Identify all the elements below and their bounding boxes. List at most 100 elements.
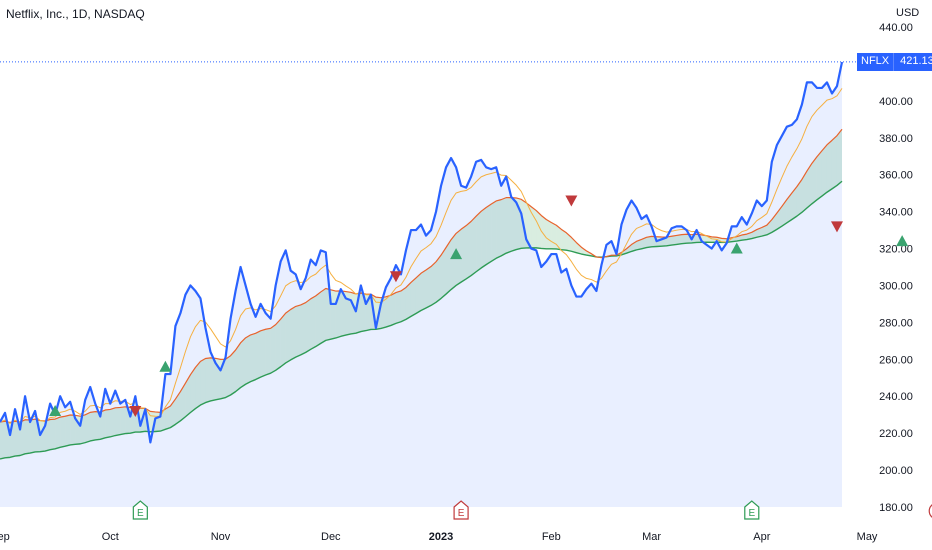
event-label: E [458,508,465,519]
earnings-event-icon[interactable] [132,500,148,520]
y-tick-label: 380.00 [879,133,913,145]
earnings-event-icon[interactable] [744,500,760,520]
y-tick-label: 320.00 [879,244,913,256]
x-tick-label: Oct [102,531,119,543]
ma-band-segment [240,337,246,388]
ma-band-segment [405,282,411,320]
x-tick-label: May [857,531,878,543]
ma-band-segment [300,302,306,355]
ma-band-segment [566,232,572,252]
ma-band-segment [756,227,762,238]
ma-band-segment [305,298,311,353]
ma-band-segment [791,186,797,220]
buy-signal-marker[interactable] [159,360,172,372]
ma-band-segment [506,197,512,254]
currency-label: USD [896,7,920,19]
ma-band-segment [85,412,91,443]
ma-band-segment [320,288,326,344]
sell-signal-marker[interactable] [389,271,402,283]
ma-band-segment [265,328,271,376]
last-price-symbol: NFLX [857,53,895,71]
price-area-fill [0,62,842,507]
ma-band-segment [836,129,842,186]
ma-band-segment [100,410,106,440]
ma-band-segment [646,236,652,248]
sell-signal-marker[interactable] [565,195,578,207]
sell-signal-marker[interactable] [830,221,843,233]
ma-band-segment [65,414,71,447]
ma-mid-line [0,128,843,424]
ma-band-segment [491,200,497,262]
y-tick-label: 240.00 [879,391,913,403]
split-event-icon[interactable] [928,503,932,519]
ma-band-segment [436,255,442,303]
buy-signal-marker[interactable] [450,248,463,260]
ma-band-segment [270,324,276,374]
ma-band-segment [541,215,547,249]
ma-band-segment [481,207,487,269]
ma-band-segment [786,193,792,223]
ma-band-segment [235,342,241,392]
y-tick-label: 360.00 [879,170,913,182]
ma-band-segment [195,361,201,409]
ma-band-segment [45,419,51,452]
ma-band-segment [340,290,346,337]
ma-band-segment [821,144,827,197]
ma-band-segment [225,355,231,398]
ma-band-segment [641,237,647,249]
y-tick-label: 200.00 [879,465,913,477]
ma-band-segment [571,237,577,253]
buy-signal-marker[interactable] [896,235,909,247]
last-price-tag: NFLX 421.13 [857,53,932,71]
ma-band-segment [671,235,677,246]
x-tick-label: Apr [753,531,770,543]
ma-band-segment [95,411,101,440]
ma-band-segment [446,239,452,295]
ma-band-segment [200,358,206,406]
ma-band-segment [290,306,296,360]
ma-band-segment [330,289,336,340]
ma-band-segment [255,330,261,380]
y-tick-label: 280.00 [879,317,913,329]
ma-band-segment [666,236,672,246]
ma-band-segment [701,234,707,243]
ma-band-segment [110,407,116,437]
ma-band-segment [826,140,832,193]
ma-band-segment [380,296,386,329]
ma-band-segment [781,199,787,227]
ma-band-segment [461,225,467,283]
ma-band-segment [285,309,291,363]
ma-band-segment [400,287,406,322]
ma-band-segment [315,291,321,347]
y-tick-label: 300.00 [879,280,913,292]
event-label: E [748,508,755,519]
ma-band-segment [280,313,286,367]
ma-band-segment [556,225,562,250]
ma-band-segment [115,407,121,436]
ma-band-segment [395,290,401,324]
ma-band-segment [511,197,517,252]
ma-band-segment [546,219,552,249]
ma-band-segment [175,391,181,425]
ma-band-segment [476,211,482,272]
x-tick-label: 2023 [429,531,453,543]
ma-band-segment [806,163,812,208]
earnings-event-icon[interactable] [453,500,469,520]
price-line [0,61,844,444]
x-tick-label: Sep [0,531,10,543]
sell-signal-marker[interactable] [129,406,142,417]
ma-band-segment [426,266,432,309]
ma-band-segment [531,206,537,248]
x-tick-label: Feb [542,531,561,543]
buy-signal-marker[interactable] [49,405,62,416]
ma-band-segment [250,333,256,382]
ma-band-segment [15,421,21,457]
ma-band-segment [50,419,56,450]
ma-band-segment [295,304,301,358]
ma-band-segment [410,277,416,317]
ma-band-segment [626,244,632,254]
buy-signal-marker[interactable] [730,242,743,254]
ma-band-segment [190,367,196,413]
y-tick-label: 220.00 [879,428,913,440]
